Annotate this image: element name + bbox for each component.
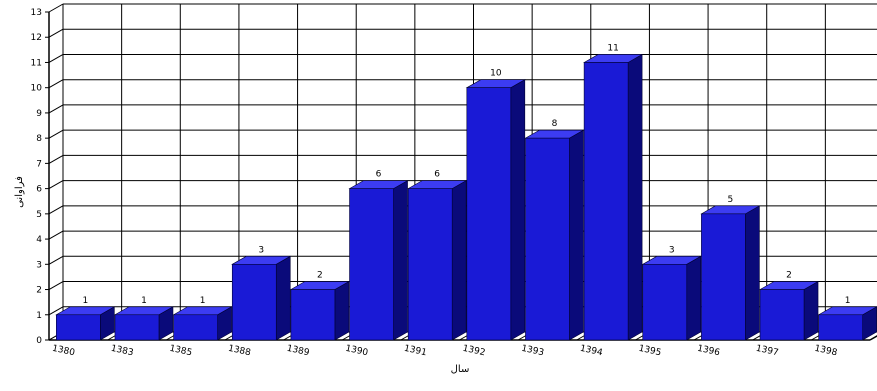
bar: 3 <box>232 245 290 340</box>
bar-front <box>174 315 218 340</box>
bar-front <box>643 264 687 340</box>
x-tick-label: 1391 <box>403 344 427 359</box>
bar: 10 <box>467 69 525 340</box>
y-tick-label: 12 <box>31 33 42 43</box>
bar: 8 <box>525 119 583 340</box>
bar-front <box>291 290 335 340</box>
bar-front <box>701 214 745 340</box>
grid-depth-line <box>49 54 63 62</box>
bar-front <box>56 315 100 340</box>
bar-value-label: 1 <box>200 296 206 306</box>
bar-front <box>760 290 804 340</box>
grid-depth-line <box>49 130 63 138</box>
bar-side <box>569 130 583 340</box>
bar-value-label: 5 <box>728 195 734 205</box>
bar-front <box>115 315 159 340</box>
y-tick-label: 2 <box>36 286 42 296</box>
grid-depth-line <box>49 206 63 214</box>
bar-front <box>525 138 569 340</box>
bar-value-label: 2 <box>786 271 792 281</box>
bar-side <box>452 181 466 340</box>
x-axis-label: سال <box>451 364 470 375</box>
bar-front <box>408 189 452 340</box>
bar-side <box>276 256 290 340</box>
y-tick-label: 9 <box>36 109 42 119</box>
grid-depth-line <box>49 105 63 113</box>
bar-front <box>350 189 394 340</box>
grid-depth-line <box>49 4 63 12</box>
bar-side <box>511 80 525 340</box>
y-tick-label: 3 <box>36 260 42 270</box>
bar: 6 <box>350 170 408 340</box>
bar-value-label: 2 <box>317 271 323 281</box>
bar-side <box>804 282 818 340</box>
bar-value-label: 1 <box>845 296 851 306</box>
y-tick-label: 11 <box>31 58 42 68</box>
y-tick-label: 10 <box>31 84 43 94</box>
x-tick-label: 1388 <box>227 344 252 359</box>
bar: 2 <box>291 271 349 340</box>
bar-side <box>335 282 349 340</box>
grid-depth-line <box>49 29 63 37</box>
y-axis-label: فراوانی <box>14 176 25 208</box>
bar-front <box>232 264 276 340</box>
y-tick-label: 4 <box>36 235 42 245</box>
bar-side <box>628 54 642 340</box>
y-tick-label: 5 <box>36 210 42 220</box>
bar-front <box>584 62 628 340</box>
bar-value-label: 3 <box>669 245 675 255</box>
bar-side <box>745 206 759 340</box>
bar: 1 <box>819 296 877 340</box>
bar: 6 <box>408 170 466 340</box>
y-tick-label: 8 <box>36 134 42 144</box>
bar-side <box>394 181 408 340</box>
y-tick-label: 13 <box>31 8 42 18</box>
bar: 1 <box>174 296 232 340</box>
y-tick-label: 1 <box>36 311 42 321</box>
grid-depth-line <box>49 181 63 189</box>
bar-front <box>467 88 511 340</box>
bar: 1 <box>56 296 114 340</box>
bar-value-label: 11 <box>607 43 618 53</box>
bar-value-label: 1 <box>82 296 88 306</box>
grid-depth-line <box>49 231 63 239</box>
x-tick-label: 1397 <box>755 344 779 359</box>
bar: 3 <box>643 245 701 340</box>
bar-value-label: 10 <box>490 69 502 79</box>
bar-value-label: 6 <box>376 170 382 180</box>
bar: 11 <box>584 43 642 340</box>
grid-depth-line <box>49 282 63 290</box>
x-tick-label: 1385 <box>168 344 192 359</box>
x-axis-ticks: 1380 1383 1385 1388 1389 1390 1391 1392 1393 1394… <box>51 344 838 359</box>
x-tick-label: 1383 <box>110 344 134 359</box>
bar: 2 <box>760 271 818 340</box>
x-tick-label: 1390 <box>344 344 369 359</box>
x-tick-label: 1389 <box>286 344 311 359</box>
bar-value-label: 8 <box>552 119 558 129</box>
x-tick-label: 1398 <box>814 344 839 359</box>
y-tick-label: 6 <box>36 185 42 195</box>
x-tick-label: 1393 <box>520 344 544 359</box>
bar: 5 <box>701 195 759 340</box>
bar-value-label: 3 <box>258 245 264 255</box>
y-tick-label: 7 <box>36 159 42 169</box>
grid-depth-line <box>49 80 63 88</box>
bar-value-label: 6 <box>434 170 440 180</box>
bar-side <box>687 256 701 340</box>
x-tick-label: 1395 <box>638 344 662 359</box>
bar: 1 <box>115 296 173 340</box>
bar-value-label: 1 <box>141 296 147 306</box>
grid-depth-line <box>49 155 63 163</box>
bar-front <box>819 315 863 340</box>
y-tick-label: 0 <box>36 336 42 346</box>
x-tick-label: 1394 <box>579 344 604 359</box>
x-tick-label: 1380 <box>51 344 76 359</box>
grid-depth-line <box>49 256 63 264</box>
x-tick-label: 1392 <box>462 344 486 359</box>
x-tick-label: 1396 <box>696 344 721 359</box>
